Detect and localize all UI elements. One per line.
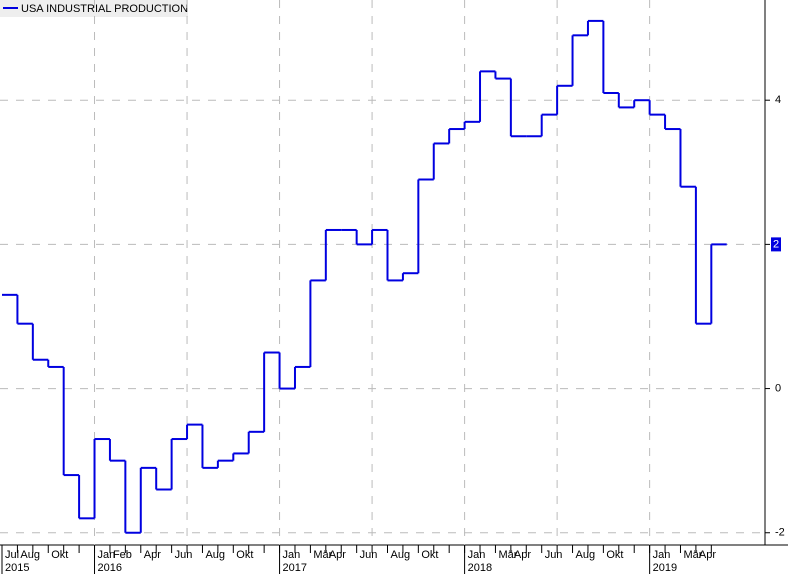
x-tick-label: Aug bbox=[391, 549, 411, 561]
x-tick-label: Apr bbox=[699, 549, 716, 561]
x-tick-label: Jan bbox=[283, 549, 301, 561]
x-tick-label: Okt bbox=[606, 549, 623, 561]
x-tick-label: Aug bbox=[576, 549, 596, 561]
x-tick-label: Apr bbox=[329, 549, 346, 561]
year-label: 2017 bbox=[283, 562, 307, 574]
x-tick-label: Apr bbox=[514, 549, 531, 561]
year-label: 2015 bbox=[5, 562, 29, 574]
x-tick-label: Mär bbox=[313, 549, 332, 561]
x-tick-label: Mär bbox=[683, 549, 702, 561]
x-tick-label: Aug bbox=[20, 549, 40, 561]
x-tick-label: Jan bbox=[98, 549, 116, 561]
legend-label: USA INDUSTRIAL PRODUCTION bbox=[21, 3, 188, 15]
y-tick-label: 0 bbox=[775, 382, 781, 394]
last-value-box bbox=[771, 237, 781, 252]
x-tick-label: Jan bbox=[468, 549, 486, 561]
x-tick-label: Feb bbox=[113, 549, 132, 561]
last-value-label: 2 bbox=[773, 238, 779, 250]
year-label: 2019 bbox=[653, 562, 677, 574]
x-tick-label: Mär bbox=[498, 549, 517, 561]
x-tick-label: Okt bbox=[421, 549, 438, 561]
x-tick-label: Jun bbox=[175, 549, 193, 561]
x-tick-label: Apr bbox=[144, 549, 161, 561]
x-tick-label: Okt bbox=[51, 549, 68, 561]
x-tick-label: Jun bbox=[360, 549, 378, 561]
legend-box bbox=[0, 0, 188, 17]
y-tick-label: 4 bbox=[775, 94, 781, 106]
year-label: 2018 bbox=[468, 562, 492, 574]
x-tick-label: Okt bbox=[236, 549, 253, 561]
year-label: 2016 bbox=[98, 562, 122, 574]
x-tick-label: Jun bbox=[545, 549, 563, 561]
x-tick-label: Jul bbox=[5, 549, 19, 561]
y-tick-label: -2 bbox=[775, 527, 785, 539]
x-tick-label: Aug bbox=[205, 549, 225, 561]
x-tick-label: Jan bbox=[653, 549, 671, 561]
